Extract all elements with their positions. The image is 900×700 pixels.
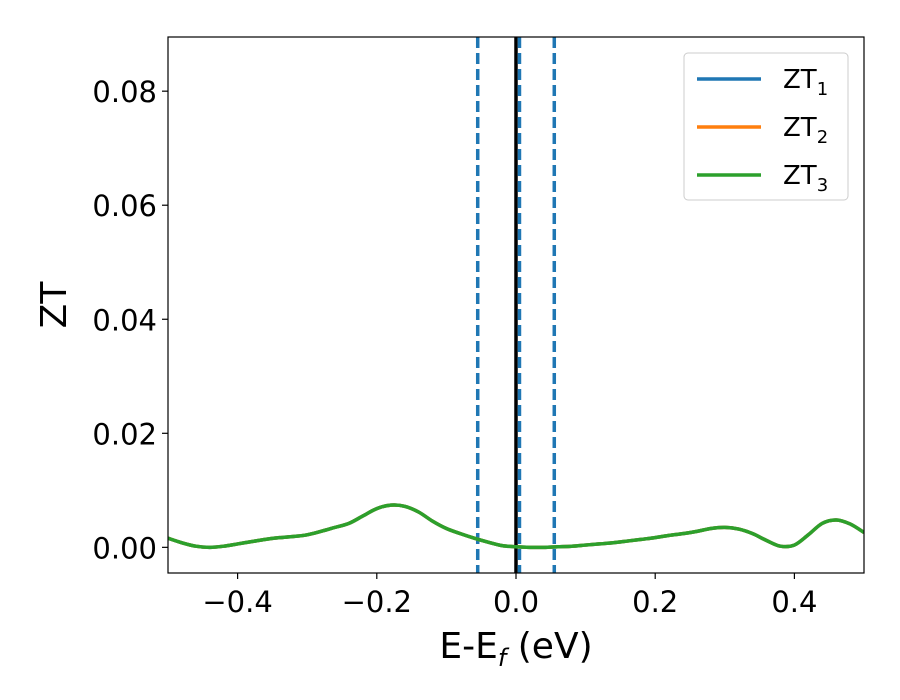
series-layer [168, 503, 864, 550]
reference-lines [475, 37, 557, 573]
x-tick-label-4: 0.4 [771, 585, 817, 619]
y-tick-label-0: 0.00 [92, 531, 157, 565]
legend-frame [683, 52, 849, 201]
y-tick-label-3: 0.06 [92, 189, 157, 223]
x-tick-label-1: −0.2 [342, 585, 412, 619]
legend-label-zt1: ZT1 [783, 65, 828, 100]
y-tick-label-1: 0.02 [92, 417, 157, 451]
x-axis: −0.4 −0.2 0.0 0.2 0.4 [202, 573, 817, 619]
x-axis-label: E-Ef (eV) [439, 626, 592, 672]
x-tick-label-2: 0.0 [493, 585, 539, 619]
x-tick-label-0: −0.4 [202, 585, 272, 619]
y-tick-label-4: 0.08 [92, 75, 157, 109]
legend: ZT1 ZT2 ZT3 [683, 52, 849, 201]
legend-items: ZT1 ZT2 ZT3 [697, 65, 828, 196]
x-axis-label-suffix: (eV) [506, 626, 592, 667]
legend-label-zt2: ZT2 [783, 113, 828, 148]
y-axis: 0.00 0.02 0.04 0.06 0.08 [92, 75, 168, 565]
y-tick-label-2: 0.04 [92, 303, 157, 337]
x-axis-label-main: E-E [439, 626, 497, 667]
series-line-zt3 [168, 503, 864, 550]
legend-label-zt3: ZT3 [783, 161, 828, 196]
x-tick-label-3: 0.2 [632, 585, 678, 619]
y-axis-label: ZT [34, 281, 75, 329]
